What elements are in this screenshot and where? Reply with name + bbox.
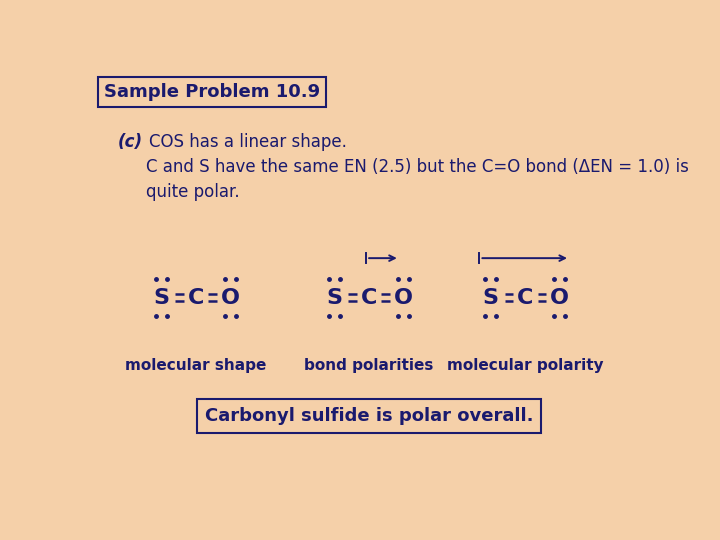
Text: bond polarities: bond polarities: [305, 358, 433, 373]
Text: C: C: [517, 288, 534, 308]
Text: C and S have the same EN (2.5) but the C=O bond (ΔEN = 1.0) is: C and S have the same EN (2.5) but the C…: [145, 158, 688, 177]
Text: O: O: [221, 288, 240, 308]
Text: C: C: [361, 288, 377, 308]
Text: molecular shape: molecular shape: [125, 358, 266, 373]
Text: S: S: [326, 288, 343, 308]
Text: Carbonyl sulfide is polar overall.: Carbonyl sulfide is polar overall.: [204, 407, 534, 425]
Text: C: C: [188, 288, 204, 308]
Text: quite polar.: quite polar.: [145, 183, 240, 201]
Text: O: O: [550, 288, 570, 308]
Text: O: O: [394, 288, 413, 308]
Text: (c): (c): [118, 133, 143, 151]
Text: Sample Problem 10.9: Sample Problem 10.9: [104, 83, 320, 101]
Text: S: S: [153, 288, 169, 308]
Text: molecular polarity: molecular polarity: [447, 358, 603, 373]
Text: COS has a linear shape.: COS has a linear shape.: [148, 133, 346, 151]
Text: S: S: [482, 288, 499, 308]
